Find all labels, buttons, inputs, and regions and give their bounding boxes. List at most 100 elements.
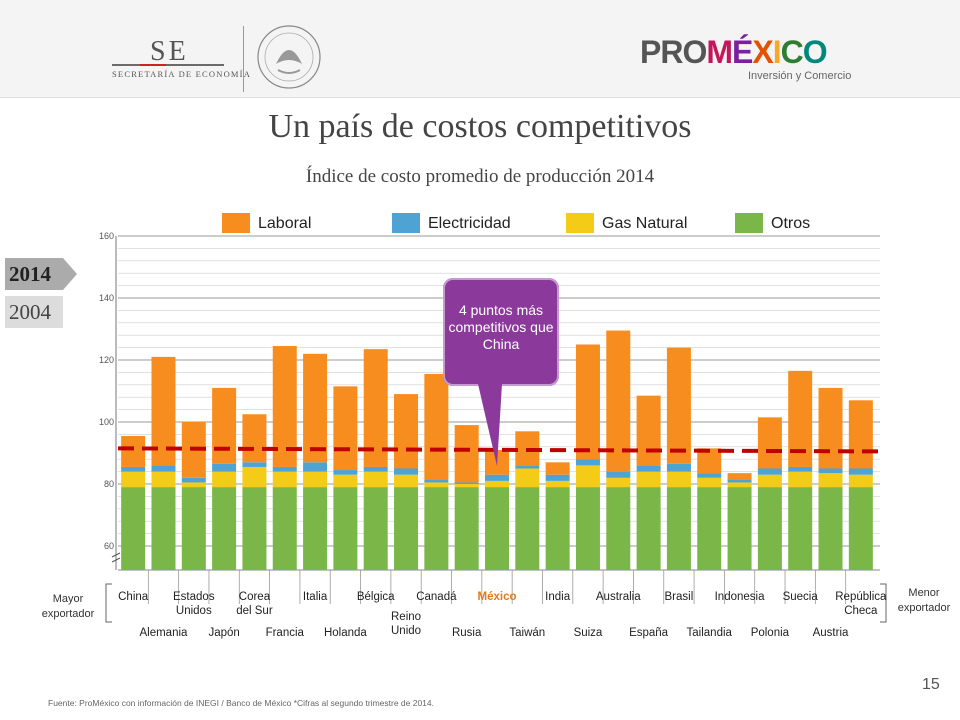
x-tick-label: Suecia <box>782 591 818 603</box>
year-tab-2014[interactable]: 2014 <box>5 258 63 290</box>
header-bar: SE SECRETARÍA DE ECONOMÍA PROMÉXICO Inve… <box>0 0 960 98</box>
bar-segment-laboral <box>303 353 328 463</box>
x-tick-label: Polonia <box>750 627 790 639</box>
bar-segment-otros <box>606 487 631 570</box>
bar-segment-otros <box>757 487 782 570</box>
bar-segment-gas-natural <box>666 471 691 488</box>
bar-segment-laboral <box>575 344 600 460</box>
page-number: 15 <box>922 676 940 693</box>
x-tick-label: Italia <box>302 591 328 603</box>
callout-bubble: 4 puntos más competitivos que China <box>443 278 559 386</box>
bar-segment-gas-natural <box>303 471 328 488</box>
bar-segment-electricidad <box>727 479 752 483</box>
bar-segment-electricidad <box>545 474 570 481</box>
x-tick-label: Japón <box>208 627 240 639</box>
y-tick-label: 100 <box>99 417 114 427</box>
se-logo-subtitle: SECRETARÍA DE ECONOMÍA <box>112 69 252 79</box>
bar-segment-electricidad <box>181 477 206 483</box>
y-tick-label: 60 <box>104 541 114 551</box>
x-tick-label: China <box>118 591 149 603</box>
bar-segment-gas-natural <box>272 471 297 488</box>
x-tick-label: Reino Unido <box>391 611 422 637</box>
bar-segment-gas-natural <box>818 473 843 488</box>
x-tick-label: Indonesia <box>714 591 765 603</box>
bar-segment-electricidad <box>212 463 237 472</box>
bar-segment-laboral <box>636 395 661 466</box>
axis-break-mark <box>111 552 121 558</box>
bar-segment-otros <box>454 487 479 570</box>
y-tick-label: 140 <box>99 293 114 303</box>
year-tab-arrow <box>63 258 77 290</box>
header-divider <box>243 26 244 92</box>
bar-segment-electricidad <box>424 479 449 483</box>
bar-segment-otros <box>424 487 449 570</box>
bar-segment-gas-natural <box>212 471 237 488</box>
bar-segment-laboral <box>818 387 843 469</box>
bar-segment-laboral <box>666 347 691 464</box>
bar-segment-gas-natural <box>575 465 600 488</box>
bar-segment-otros <box>485 487 509 570</box>
bar-segment-laboral <box>454 425 479 483</box>
x-tick-label: Canadá <box>416 591 457 603</box>
promexico-logo: PROMÉXICO <box>640 34 828 70</box>
bar-segment-electricidad <box>454 482 479 484</box>
legend-label: Gas Natural <box>602 215 688 232</box>
bar-segment-otros <box>697 487 722 570</box>
bar-segment-gas-natural <box>151 471 176 488</box>
bar-segment-otros <box>181 487 206 570</box>
se-logo-line-accent <box>140 64 166 66</box>
bar-segment-electricidad <box>757 468 782 475</box>
bar-segment-laboral <box>606 330 631 472</box>
page-title: Un país de costos competitivos <box>268 108 692 145</box>
bar-segment-gas-natural <box>333 474 358 488</box>
x-tick-label: España <box>629 627 669 639</box>
se-logo-text: SE <box>150 36 189 67</box>
bar-segment-electricidad <box>515 465 540 469</box>
x-tick-label: India <box>545 591 571 603</box>
x-tick-label: Taiwán <box>509 627 546 639</box>
bar-segment-electricidad <box>333 470 358 475</box>
bar-segment-electricidad <box>242 462 267 467</box>
label-menor-exportador: Menor exportador <box>897 587 951 614</box>
mexico-seal-icon <box>257 25 321 89</box>
bar-segment-electricidad <box>363 466 388 472</box>
bar-segment-otros <box>666 487 691 570</box>
x-tick-label: México <box>477 591 517 603</box>
bar-segment-otros <box>303 487 328 570</box>
x-tick-label: Suiza <box>573 627 603 639</box>
x-tick-label: Tailandia <box>686 627 732 639</box>
bar-segment-laboral <box>848 400 873 469</box>
bar-segment-otros <box>818 487 843 570</box>
bar-segment-otros <box>545 487 570 570</box>
bar-segment-electricidad <box>151 465 176 472</box>
bar-segment-gas-natural <box>697 477 722 488</box>
bar-segment-otros <box>151 487 176 570</box>
x-tick-label: Estados Unidos <box>173 591 215 617</box>
y-tick-label: 160 <box>99 231 114 241</box>
bar-segment-otros <box>333 487 358 570</box>
bar-segment-electricidad <box>818 468 843 474</box>
bar-segment-laboral <box>424 373 449 480</box>
bar-segment-gas-natural <box>545 480 570 488</box>
legend-label: Otros <box>771 215 811 232</box>
bar-segment-laboral <box>333 386 358 471</box>
bar-segment-laboral <box>545 462 570 475</box>
bar-segment-laboral <box>212 387 237 464</box>
chart-subtitle: Índice de costo promedio de producción 2… <box>305 166 655 187</box>
year-tab-2004[interactable]: 2004 <box>5 296 63 328</box>
bar-segment-laboral <box>727 473 752 480</box>
x-tick-label: República Checa <box>835 591 887 617</box>
x-tick-label: Holanda <box>323 627 367 639</box>
bar-segment-electricidad <box>788 466 813 472</box>
x-tick-label: Austria <box>812 627 849 639</box>
bar-segment-otros <box>394 487 419 570</box>
bracket-right <box>880 583 887 623</box>
bar-segment-gas-natural <box>515 468 540 488</box>
legend-swatch <box>735 213 763 233</box>
bar-segment-gas-natural <box>363 471 388 488</box>
y-tick-label: 80 <box>104 479 114 489</box>
bar-segment-laboral <box>272 346 297 467</box>
bar-segment-otros <box>788 487 813 570</box>
bar-segment-gas-natural <box>485 480 509 488</box>
bar-segment-electricidad <box>575 459 600 466</box>
